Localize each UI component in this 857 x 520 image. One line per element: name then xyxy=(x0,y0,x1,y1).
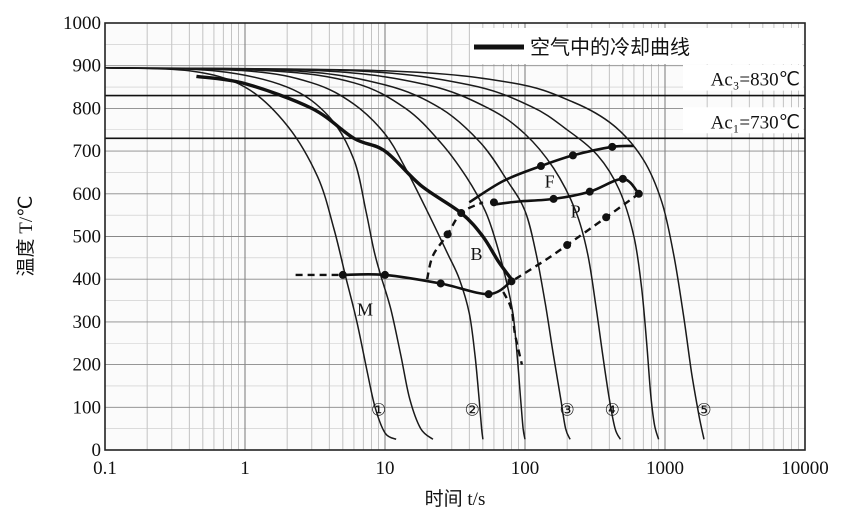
curve-number-label: ⑤ xyxy=(696,400,711,419)
boundary-tail-dashed xyxy=(502,291,524,365)
transformation-point xyxy=(338,270,347,279)
phase-labels: FP B M xyxy=(357,171,581,319)
y-tick-label: 200 xyxy=(73,355,102,376)
x-axis-title: 时间 t/s xyxy=(425,488,486,510)
plot-frame xyxy=(104,22,806,451)
y-tick-label: 600 xyxy=(73,184,102,205)
transformation-point xyxy=(568,151,577,160)
x-tick-label: 10000 xyxy=(781,458,829,479)
y-tick-label: 100 xyxy=(73,397,102,418)
transformation-point xyxy=(457,209,466,218)
x-tick-label: 1000 xyxy=(646,458,684,479)
reference-line-label: Ac₃=830℃ xyxy=(711,70,800,91)
y-tick-labels: 0 100 200 300 400 500 600 700 800 900 1000 xyxy=(63,13,101,461)
transformation-point xyxy=(436,279,445,288)
cooling-curve xyxy=(104,67,484,440)
y-tick-label: 1000 xyxy=(63,13,101,34)
legend-label: 空气中的冷却曲线 xyxy=(530,35,690,59)
transformation-point xyxy=(618,174,627,183)
y-tick-label: 500 xyxy=(73,227,102,248)
phase-label: F xyxy=(545,171,555,191)
transformation-point xyxy=(381,270,389,279)
curve-number-label: ③ xyxy=(560,400,575,419)
curve-number-labels: ① ② ③ ④ ⑤ xyxy=(371,400,712,419)
transformation-point xyxy=(602,213,611,222)
transformation-point xyxy=(585,187,594,196)
legend: 空气中的冷却曲线 xyxy=(470,28,802,64)
curve-number-label: ① xyxy=(371,400,386,419)
air-cooling-curve-layer xyxy=(196,74,513,281)
x-tick-label: 10 xyxy=(376,458,395,479)
y-axis-title: 温度 T/℃ xyxy=(15,196,37,277)
y-tick-label: 700 xyxy=(73,141,102,162)
transformation-point xyxy=(484,290,493,299)
reference-label-bg xyxy=(683,64,803,91)
phase-label: M xyxy=(357,299,373,319)
x-tick-label: 0.1 xyxy=(93,458,117,479)
y-tick-label: 900 xyxy=(73,56,102,77)
air-cooling-curve xyxy=(196,74,513,281)
transformation-point xyxy=(507,277,516,286)
reference-line-labels: Ac₃=830℃ Ac₁=730℃ xyxy=(683,64,803,134)
y-tick-label: 400 xyxy=(73,269,102,290)
phase-label: P xyxy=(571,201,581,221)
transformation-point xyxy=(563,241,572,250)
curve-number-label: ② xyxy=(465,400,480,419)
cooling-curve xyxy=(104,67,622,440)
cooling-curve xyxy=(104,67,434,440)
transformation-point xyxy=(634,189,643,198)
transformation-point xyxy=(608,142,617,151)
cooling-curve xyxy=(104,67,571,440)
transformation-point xyxy=(549,194,558,203)
x-tick-label: 1 xyxy=(240,458,250,479)
x-tick-labels: 0.1 1 10 100 1000 10000 xyxy=(93,458,829,479)
y-tick-label: 300 xyxy=(73,312,102,333)
y-tick-label: 800 xyxy=(73,98,102,119)
phase-label: B xyxy=(470,244,482,264)
y-tick-label: 0 xyxy=(92,440,102,461)
legend-box xyxy=(470,28,802,64)
reference-label-bg xyxy=(683,107,803,134)
cooling-curve xyxy=(104,67,660,440)
transformation-point xyxy=(536,162,545,171)
transformation-point xyxy=(489,198,498,207)
x-tick-label: 100 xyxy=(511,458,540,479)
cooling-curve xyxy=(104,67,526,440)
transformation-point xyxy=(443,230,452,239)
reference-line-label: Ac₁=730℃ xyxy=(711,112,800,133)
transformation-points xyxy=(338,142,643,299)
curve-number-label: ④ xyxy=(605,400,620,419)
cooling-curve xyxy=(104,67,705,440)
reference-lines xyxy=(105,94,805,140)
